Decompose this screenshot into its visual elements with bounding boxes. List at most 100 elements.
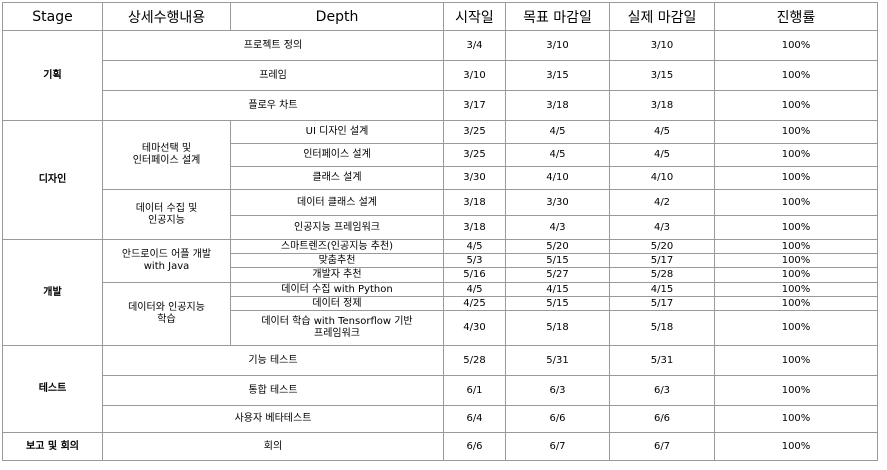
- table-row: 데이터 수집 및 인공지능 데이터 클래스 설계 3/18 3/30 4/2 1…: [3, 189, 878, 240]
- actual-cell: 3/10: [609, 30, 715, 61]
- depth-cell: 개발자 추천: [230, 267, 444, 283]
- depth-cell: 인터페이스 설계: [230, 143, 444, 167]
- actual-cell: 5/17: [609, 253, 715, 268]
- progress-cell: 100%: [714, 282, 878, 297]
- header-stage: Stage: [2, 2, 103, 31]
- actual-cell: 6/3: [609, 375, 715, 406]
- header-target-due: 목표 마감일: [505, 2, 610, 31]
- subgroup-data-learning: 데이터와 인공지능 학습: [102, 282, 231, 346]
- actual-cell: 5/17: [609, 296, 715, 311]
- progress-cell: 100%: [714, 345, 878, 376]
- depth-cell: 통합 테스트: [102, 375, 444, 406]
- actual-cell: 6/6: [609, 405, 715, 433]
- target-cell: 4/5: [505, 120, 610, 144]
- depth-cell: 사용자 베타테스트: [102, 405, 444, 433]
- actual-cell: 5/18: [609, 310, 715, 346]
- progress-cell: 100%: [714, 60, 878, 91]
- start-cell: 5/28: [443, 345, 506, 376]
- progress-cell: 100%: [714, 267, 878, 283]
- progress-cell: 100%: [714, 90, 878, 121]
- target-cell: 3/18: [505, 90, 610, 121]
- table-row: 기획 프로젝트 정의 3/4 3/10 3/10 100%: [2, 30, 878, 121]
- start-cell: 3/4: [443, 30, 506, 61]
- target-cell: 4/5: [505, 143, 610, 167]
- start-cell: 4/5: [443, 239, 506, 254]
- table-row: 사용자 베타테스트 6/4 6/6 6/6 100%: [3, 405, 878, 433]
- progress-cell: 100%: [714, 189, 878, 216]
- table-row: 보고 및 회의 회의 6/6 6/7 6/7 100%: [2, 432, 878, 461]
- progress-cell: 100%: [714, 120, 878, 144]
- start-cell: 3/17: [443, 90, 506, 121]
- header-detail: 상세수행내용: [102, 2, 231, 31]
- progress-cell: 100%: [714, 296, 878, 311]
- progress-cell: 100%: [714, 30, 878, 61]
- stage-development: 개발: [2, 239, 103, 346]
- subgroup-android: 안드로이드 어플 개발 with Java: [102, 239, 231, 283]
- table-row: 테스트 기능 테스트 5/28 5/31 5/31 100%: [2, 345, 878, 433]
- subgroup-line: 인터페이스 설계: [132, 155, 201, 166]
- stage-planning: 기획: [2, 30, 103, 121]
- depth-cell: 스마트렌즈(인공지능 추천): [230, 239, 444, 254]
- actual-cell: 4/2: [609, 189, 715, 216]
- subgroup-line: 인공지능: [148, 214, 185, 226]
- depth-cell: 데이터 수집 with Python: [230, 282, 444, 297]
- depth-line: 프레임워크: [314, 328, 360, 339]
- table-row: 통합 테스트 6/1 6/3 6/3 100%: [3, 375, 878, 406]
- target-cell: 6/7: [505, 432, 610, 461]
- target-cell: 5/27: [505, 267, 610, 283]
- progress-cell: 100%: [714, 375, 878, 406]
- subgroup-line: with Java: [143, 261, 190, 272]
- depth-cell: UI 디자인 설계: [230, 120, 444, 144]
- depth-line: 데이터 학습 with Tensorflow 기반: [261, 316, 413, 327]
- depth-cell: 데이터 클래스 설계: [230, 189, 444, 216]
- target-cell: 5/31: [505, 345, 610, 376]
- actual-cell: 4/5: [609, 143, 715, 167]
- start-cell: 4/5: [443, 282, 506, 297]
- table-row: 프레임 3/10 3/15 3/15 100%: [3, 60, 878, 91]
- actual-cell: 5/28: [609, 267, 715, 283]
- table-row: 디자인 테마선택 및 인터페이스 설계 UI 디자인 설계 3/25 4/5 4…: [2, 120, 878, 240]
- depth-cell: 기능 테스트: [102, 345, 444, 376]
- progress-cell: 100%: [714, 253, 878, 268]
- depth-cell: 데이터 정제: [230, 296, 444, 311]
- header-depth: Depth: [230, 2, 444, 31]
- depth-cell: 맞춤추천: [230, 253, 444, 268]
- depth-cell: 회의: [102, 432, 444, 461]
- start-cell: 6/1: [443, 375, 506, 406]
- actual-cell: 6/7: [609, 432, 715, 461]
- table-row: 데이터 학습 with Tensorflow 기반 프레임워크 4/30 5/1…: [3, 310, 878, 346]
- start-cell: 5/16: [443, 267, 506, 283]
- subgroup-line: 테마선택 및: [141, 143, 192, 154]
- table-row: 데이터와 인공지능 학습 데이터 수집 with Python 4/5 4/15…: [3, 282, 878, 346]
- start-cell: 3/25: [443, 143, 506, 167]
- depth-cell: 인공지능 프레임워크: [230, 215, 444, 240]
- progress-cell: 100%: [714, 432, 878, 461]
- start-cell: 3/30: [443, 166, 506, 190]
- target-cell: 5/15: [505, 253, 610, 268]
- start-cell: 3/10: [443, 60, 506, 91]
- header-progress: 진행률: [714, 2, 878, 31]
- target-cell: 4/15: [505, 282, 610, 297]
- depth-cell: 프레임: [102, 60, 444, 91]
- subgroup-theme-interface: 테마선택 및 인터페이스 설계: [102, 120, 231, 190]
- depth-cell: 데이터 학습 with Tensorflow 기반 프레임워크: [230, 310, 444, 346]
- subgroup-line: 학습: [157, 314, 176, 325]
- actual-cell: 4/10: [609, 166, 715, 190]
- start-cell: 5/3: [443, 253, 506, 268]
- target-cell: 5/15: [505, 296, 610, 311]
- stage-test: 테스트: [2, 345, 103, 433]
- table-row: 인공지능 프레임워크 3/18 4/3 4/3 100%: [3, 215, 878, 240]
- table-row: 개발 안드로이드 어플 개발 with Java 스마트렌즈(인공지능 추천) …: [2, 239, 878, 346]
- progress-cell: 100%: [714, 310, 878, 346]
- schedule-table: Stage 상세수행내용 Depth 시작일 목표 마감일 실제 마감일 진행률…: [2, 2, 878, 461]
- actual-cell: 3/15: [609, 60, 715, 91]
- subgroup-line: 데이터와 인공지능: [128, 302, 205, 313]
- start-cell: 3/18: [443, 189, 506, 216]
- stage-report: 보고 및 회의: [2, 432, 103, 461]
- stage-design: 디자인: [2, 120, 103, 240]
- target-cell: 5/18: [505, 310, 610, 346]
- subgroup-line: 안드로이드 어플 개발: [121, 249, 212, 260]
- depth-cell: 프로젝트 정의: [102, 30, 444, 61]
- start-cell: 3/18: [443, 215, 506, 240]
- target-cell: 6/3: [505, 375, 610, 406]
